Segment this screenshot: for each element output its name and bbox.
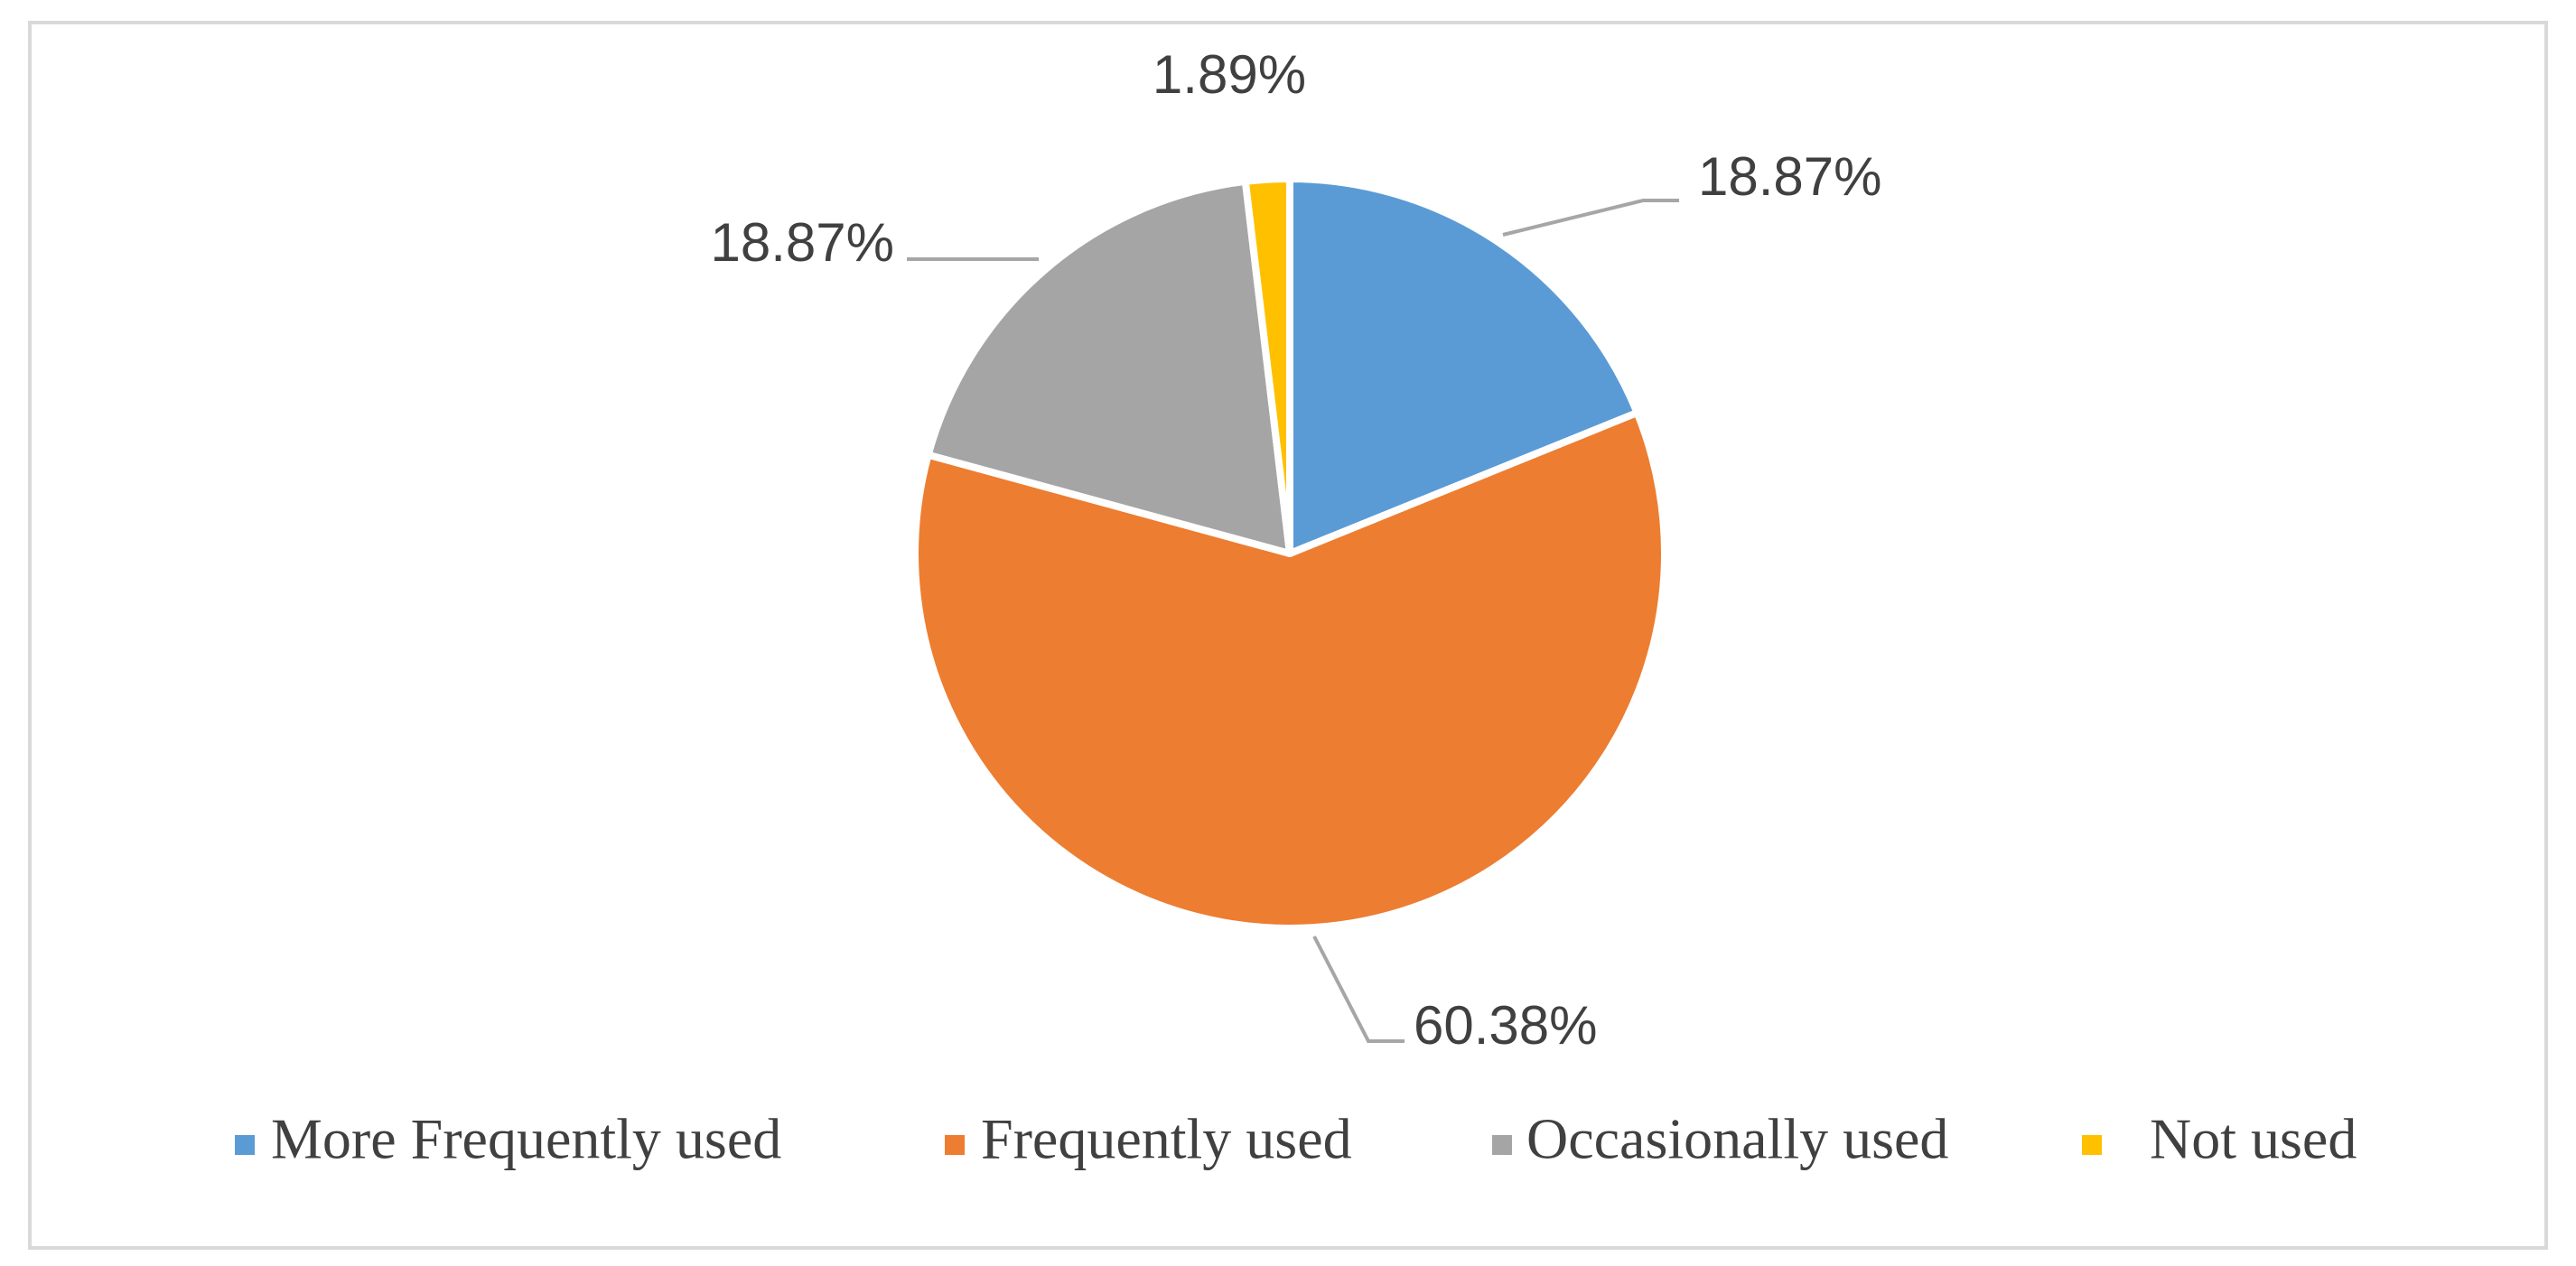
legend-label: Not used bbox=[2150, 1107, 2357, 1171]
pie-slice bbox=[924, 177, 1293, 557]
pie-slice bbox=[911, 409, 1668, 932]
legend-label: Occasionally used bbox=[1526, 1107, 1948, 1171]
legend-swatch bbox=[945, 1135, 965, 1155]
legend-swatch bbox=[2082, 1135, 2102, 1155]
data-label: 1.89% bbox=[1153, 44, 1306, 105]
legend-label: More Frequently used bbox=[271, 1107, 781, 1171]
legend-label: Frequently used bbox=[981, 1107, 1352, 1171]
legend-swatch bbox=[235, 1135, 255, 1155]
data-label: 60.38% bbox=[1414, 995, 1598, 1056]
legend-swatch bbox=[1492, 1135, 1512, 1155]
pie-slice bbox=[1241, 175, 1293, 557]
data-label: 18.87% bbox=[711, 212, 895, 273]
leader-line bbox=[1502, 199, 1679, 237]
data-label: 18.87% bbox=[1698, 146, 1882, 207]
leader-line bbox=[1312, 936, 1405, 1043]
leader-lines bbox=[907, 199, 1679, 1043]
pie-slice bbox=[1286, 175, 1641, 557]
